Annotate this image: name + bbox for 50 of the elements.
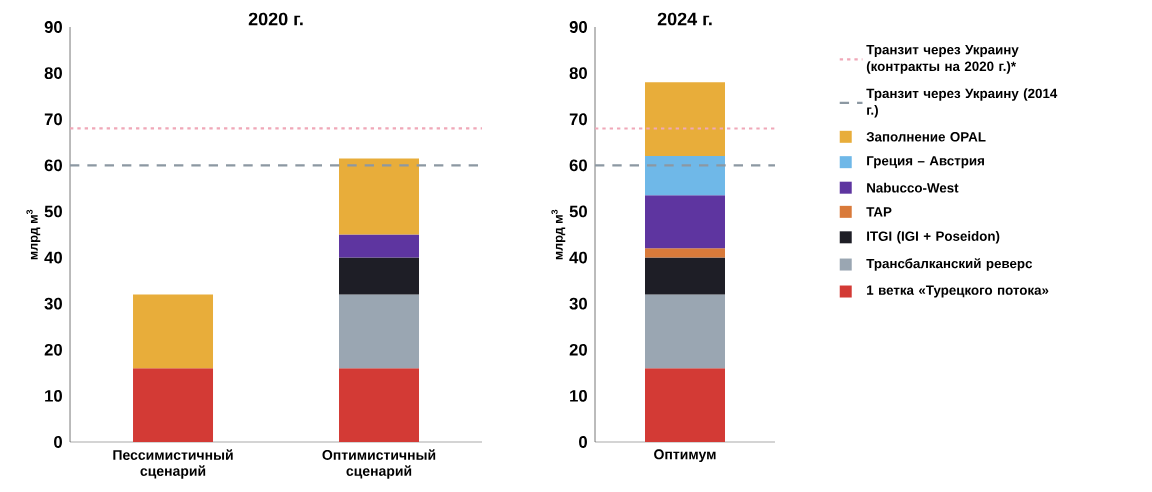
legend-label: Трансбалканский реверс [866, 258, 1033, 271]
chart-title: 2024 г. [657, 12, 712, 26]
y-tick-label: 0 [54, 436, 62, 448]
bar [133, 368, 214, 442]
bar [645, 248, 725, 258]
bar [339, 257, 420, 295]
legend-label: TAP [866, 207, 892, 217]
bar [645, 368, 725, 442]
y-tick-label: 60 [44, 159, 62, 172]
y-axis-title: млрд м$^{3}$ [26, 209, 41, 260]
y-tick-label: 50 [569, 205, 587, 218]
bar [339, 368, 420, 442]
legend-label: Транзит через Украину (контракты на 2020 г.)* [866, 45, 1019, 74]
x-tick-label: Оптимистичный сценарий [322, 449, 436, 479]
y-tick-label: 50 [44, 205, 62, 218]
legend-label: Транзит через Украину (2014 г.) [866, 88, 1058, 118]
y-tick-label: 20 [44, 343, 62, 356]
y-tick-label: 30 [44, 297, 62, 310]
bar [339, 294, 420, 369]
y-tick-label: 80 [44, 67, 62, 80]
y-tick-label: 40 [569, 251, 587, 264]
y-tick-label: 90 [44, 21, 62, 33]
legend-label: ITGI (IGI + Poseidon) [867, 231, 1000, 244]
x-tick-label: Пессимистичный сценарий [113, 449, 233, 479]
y-tick-label: 70 [569, 113, 587, 126]
y-tick-label: 30 [569, 297, 587, 310]
bar [133, 294, 214, 369]
y-tick-label: 90 [569, 21, 587, 33]
bar [645, 82, 725, 157]
y-tick-label: 0 [579, 436, 587, 448]
bar [645, 195, 725, 249]
y-tick-label: 70 [44, 113, 62, 126]
legend-label: Nabucco-West [867, 182, 959, 193]
y-tick-label: 80 [569, 67, 587, 80]
legend-label: Заполнение OPAL [866, 132, 986, 142]
y-tick-label: 20 [569, 343, 587, 356]
bar [645, 257, 725, 295]
bar [339, 234, 420, 258]
bar [645, 156, 725, 196]
x-tick-label: Оптимум [654, 449, 716, 463]
bar [645, 294, 725, 369]
legend-label: 1 ветка «Турецкого потока» [867, 285, 1049, 298]
y-axis-title: млрд м$^{3}$ [551, 209, 566, 260]
y-tick-label: 60 [569, 159, 587, 172]
y-tick-label: 40 [44, 251, 62, 264]
legend-label: Греция – Австрия [867, 156, 984, 169]
bar [339, 158, 420, 235]
y-tick-label: 10 [570, 389, 587, 402]
y-tick-label: 10 [45, 389, 62, 402]
chart-title: 2020 г. [248, 12, 303, 26]
